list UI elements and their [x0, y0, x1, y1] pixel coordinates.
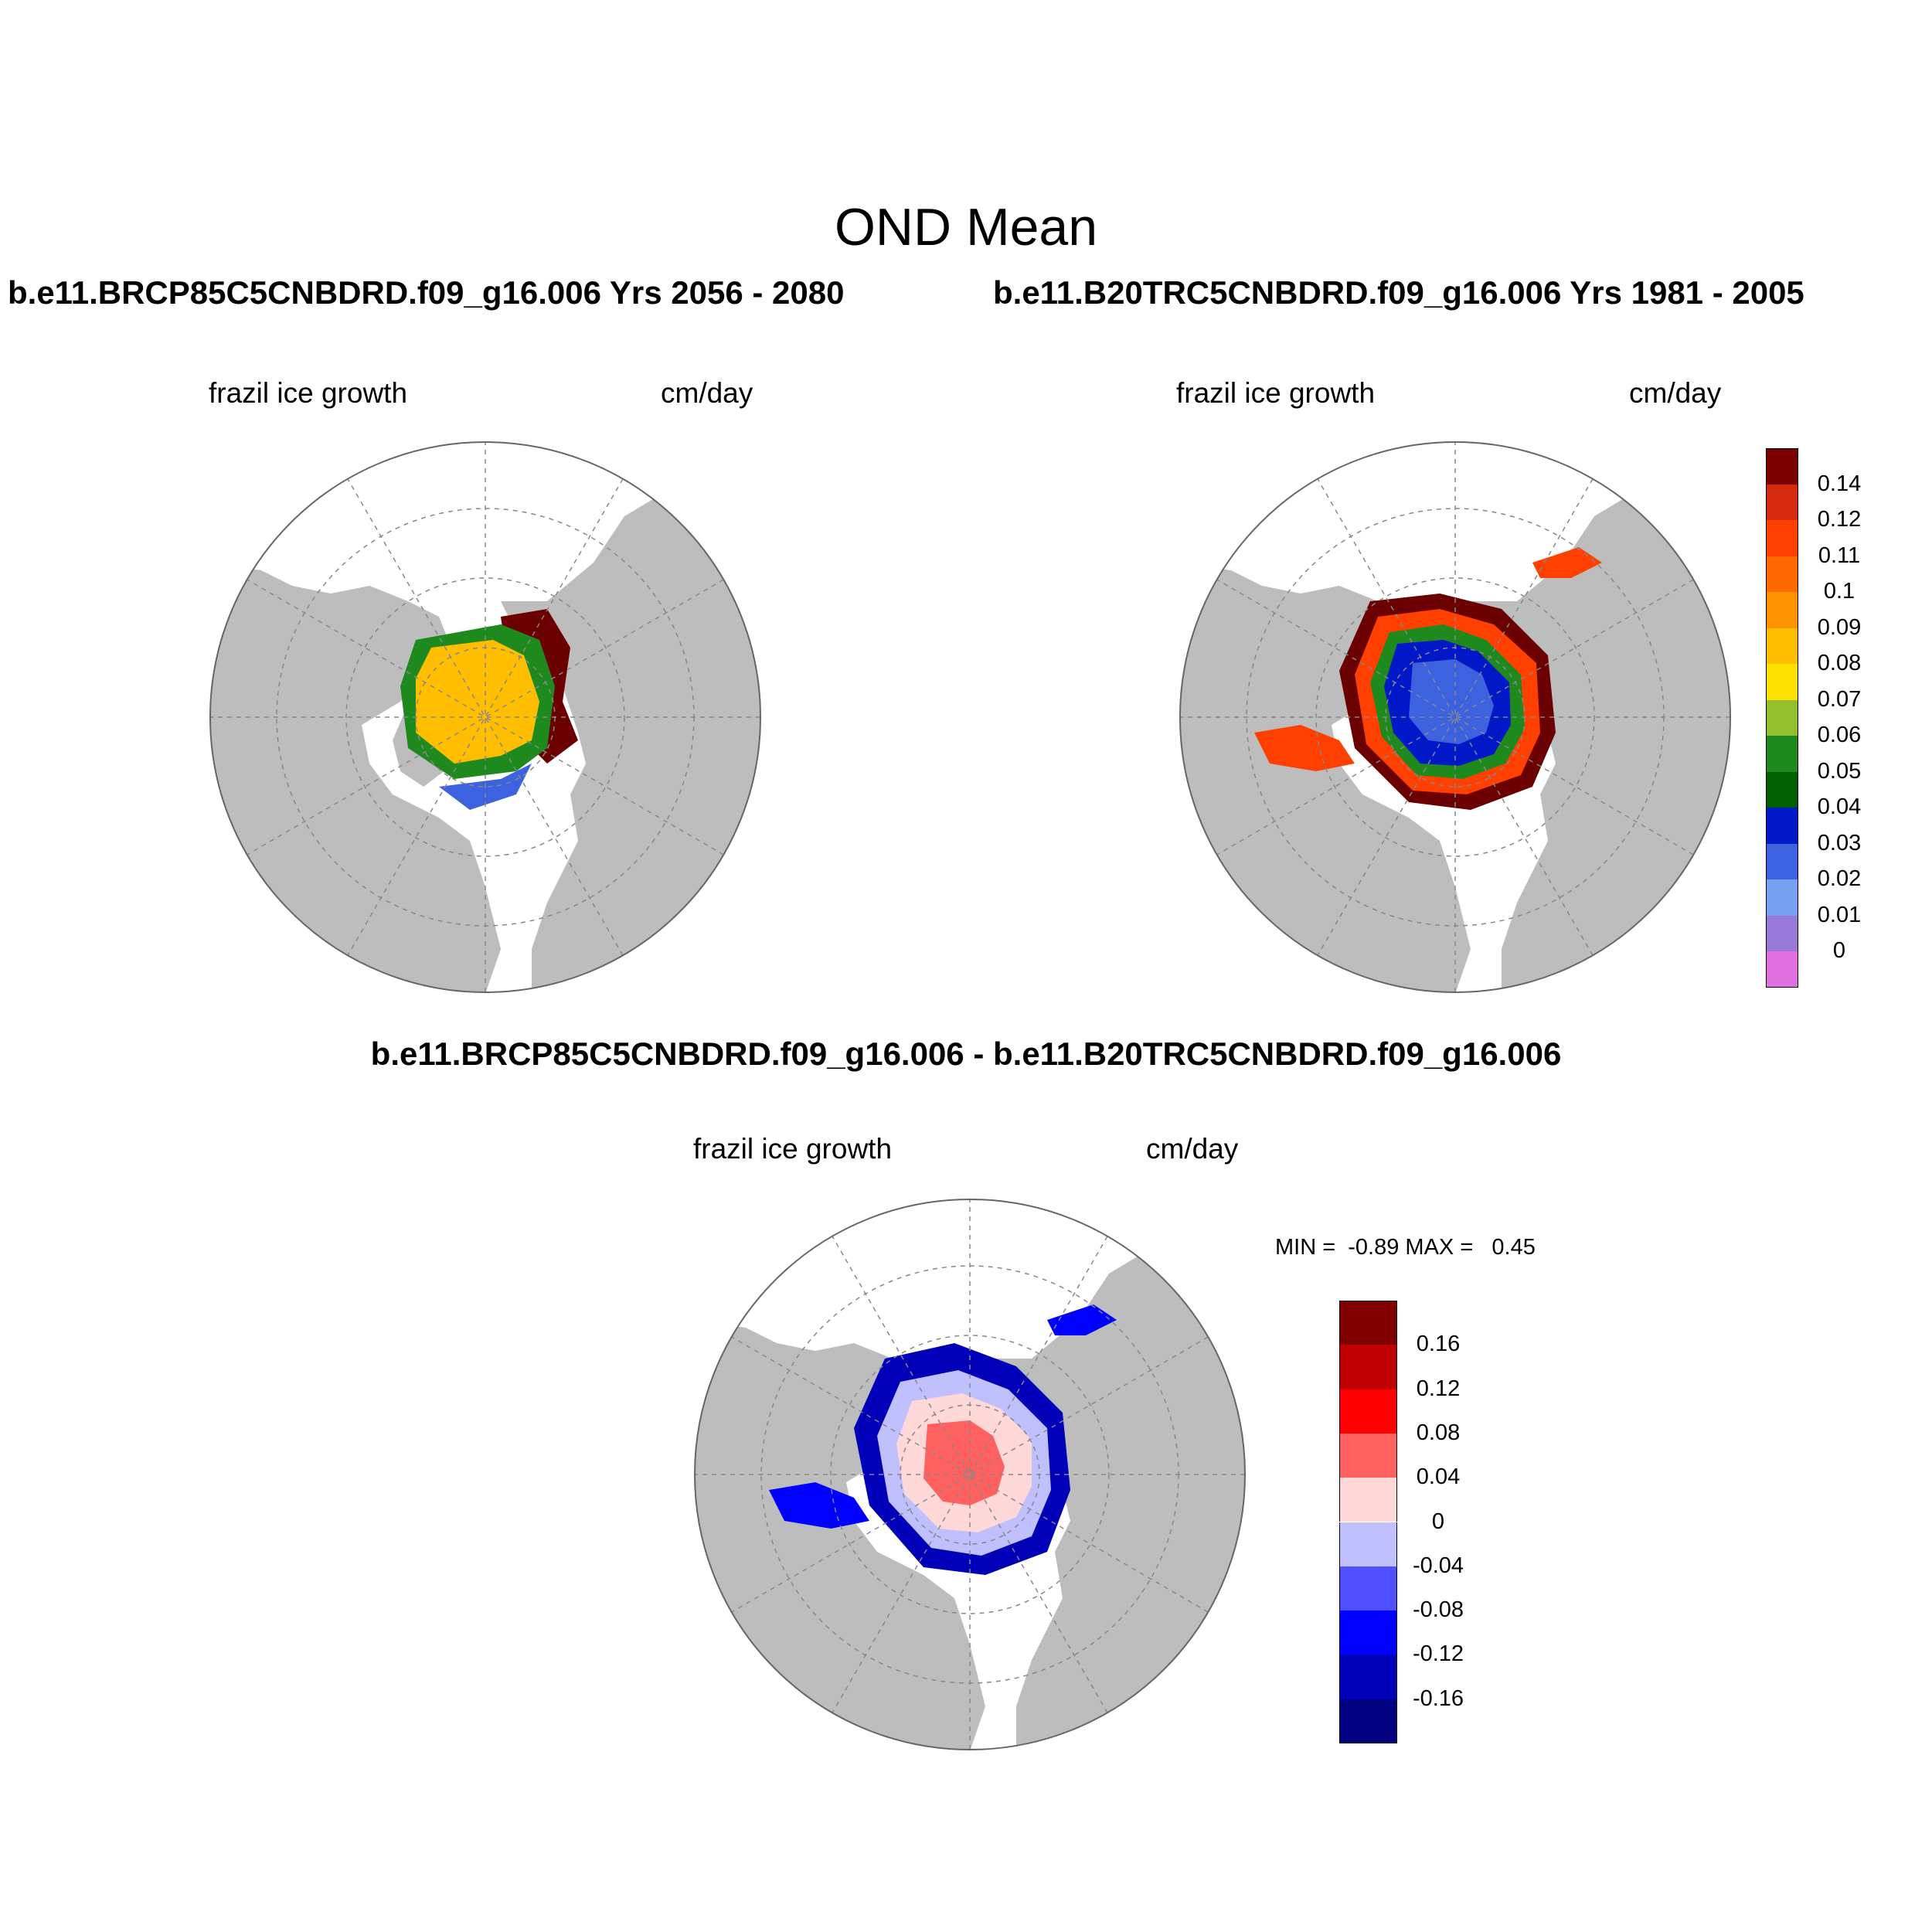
colorbar-mean-label: 0.04 [1817, 794, 1862, 819]
colorbar-mean-box [1766, 951, 1798, 988]
sea-ice-atlantic-red [1254, 725, 1355, 771]
colorbar-diff-label: -0.04 [1412, 1553, 1464, 1578]
difference-title: b.e11.BRCP85C5CNBDRD.f09_g16.006 - b.e11… [370, 1036, 1562, 1072]
colorbar-diff-label: 0.08 [1416, 1420, 1461, 1445]
panel-variable-top-right: frazil ice growth [1176, 377, 1376, 409]
colorbar-mean-box [1766, 736, 1798, 772]
polar-map-top-right [1179, 441, 1731, 993]
colorbar-mean-label: 0.11 [1818, 543, 1861, 568]
colorbar-mean-box [1766, 592, 1798, 628]
figure-title: OND Mean [834, 198, 1098, 257]
panel-variable-bottom: frazil ice growth [693, 1133, 893, 1165]
colorbar-mean-box [1766, 808, 1798, 844]
colorbar-mean-label: 0.01 [1817, 902, 1862, 927]
colorbar-diff-box [1339, 1566, 1397, 1611]
colorbar-diff-box [1339, 1655, 1397, 1699]
land-mass-north-america [1180, 563, 1471, 992]
diff-field-pacific-blue [1047, 1304, 1117, 1335]
colorbar-diff-box [1339, 1478, 1397, 1522]
land-mass-eurasia [1471, 493, 1730, 992]
colorbar-mean-label: 0.06 [1817, 723, 1862, 747]
colorbar-mean-label: 0.09 [1817, 614, 1862, 640]
polar-map-difference [694, 1199, 1246, 1750]
land-mass-north-america [695, 1320, 985, 1750]
colorbar-mean-box [1766, 879, 1798, 916]
panel-units-top-right: cm/day [1629, 377, 1722, 409]
colorbar-diff-box [1339, 1433, 1397, 1478]
panel-units-top-left: cm/day [661, 377, 753, 409]
colorbar-diff-box [1339, 1611, 1397, 1655]
colorbar-mean-label: 0.12 [1817, 507, 1862, 532]
colorbar-mean-box [1766, 771, 1798, 808]
sea-ice-field-yellow [416, 640, 539, 764]
case-title-right: b.e11.B20TRC5CNBDRD.f09_g16.006 Yrs 1981… [993, 274, 1804, 311]
colorbar-mean-label: 0.14 [1817, 471, 1862, 496]
colorbar-mean-label: 0.02 [1817, 866, 1862, 891]
colorbar-difference: 0.16 0.12 0.08 0.04 0 -0.04 -0.08 -0.12 -0.16 [1339, 1301, 1482, 1743]
case-title-left: b.e11.BRCP85C5CNBDRD.f09_g16.006 Yrs 205… [8, 274, 845, 311]
land-mass-eurasia [501, 493, 760, 992]
diff-field-atlantic-blue [769, 1482, 869, 1529]
colorbar-mean-box [1766, 628, 1798, 664]
colorbar-diff-box [1339, 1389, 1397, 1434]
colorbar-mean-box [1766, 484, 1798, 520]
colorbar-mean-box [1766, 448, 1798, 485]
colorbar-diff-box [1339, 1522, 1397, 1566]
colorbar-mean-label: 0.05 [1817, 758, 1862, 784]
colorbar-diff-label: -0.12 [1412, 1641, 1464, 1667]
colorbar-mean-box [1766, 664, 1798, 700]
land-mass-eurasia [985, 1250, 1245, 1750]
colorbar-mean-box [1766, 915, 1798, 951]
colorbar-mean-label: 0.08 [1817, 651, 1862, 675]
colorbar-mean-box [1766, 699, 1798, 736]
colorbar-mean-label: 0.1 [1823, 579, 1855, 604]
colorbar-mean: 0.14 0.12 0.11 0.1 0.09 0.08 0.07 0.06 0.05 0.04 0… [1766, 448, 1883, 988]
min-max-readout: MIN = -0.89 MAX = 0.45 [1275, 1235, 1536, 1260]
diff-field-red [923, 1420, 1005, 1505]
colorbar-mean-box [1766, 556, 1798, 592]
colorbar-mean-label: 0.03 [1817, 830, 1862, 855]
colorbar-mean-label: 0 [1832, 938, 1846, 963]
sea-ice-field-blue [1409, 659, 1494, 744]
panel-variable-top-left: frazil ice growth [209, 377, 408, 409]
colorbar-mean-label: 0.07 [1817, 686, 1862, 712]
sea-ice-pacific-red [1532, 547, 1602, 578]
colorbar-diff-box [1339, 1345, 1397, 1389]
colorbar-diff-box [1339, 1699, 1397, 1743]
colorbar-diff-label: 0.12 [1416, 1376, 1461, 1401]
land-mass-north-america [210, 563, 501, 992]
colorbar-diff-label: 0.04 [1416, 1464, 1461, 1490]
colorbar-mean-box [1766, 520, 1798, 556]
colorbar-diff-label: -0.16 [1412, 1685, 1464, 1711]
panel-units-bottom: cm/day [1146, 1133, 1239, 1165]
colorbar-diff-label: -0.08 [1412, 1597, 1464, 1623]
colorbar-diff-box [1339, 1301, 1397, 1345]
polar-map-top-left [209, 441, 761, 993]
colorbar-diff-label: 0.16 [1416, 1332, 1461, 1357]
colorbar-mean-box [1766, 843, 1798, 879]
colorbar-diff-label: 0 [1431, 1509, 1445, 1534]
